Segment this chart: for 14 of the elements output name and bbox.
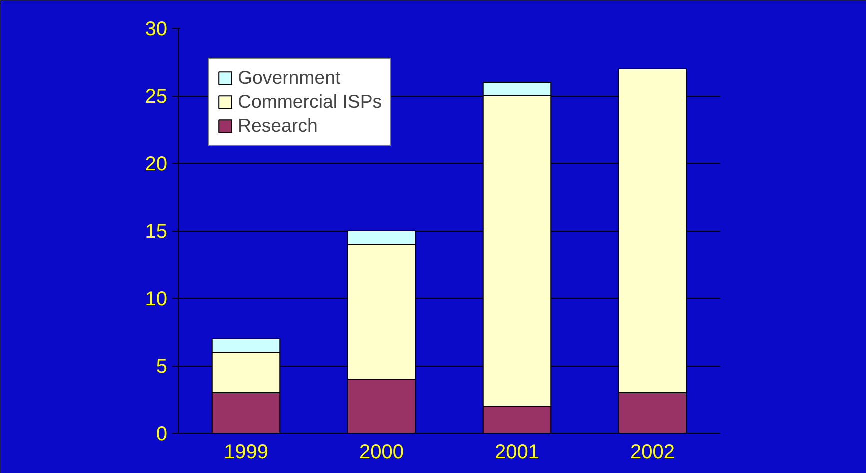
y-tick-label: 25 (145, 86, 168, 108)
legend-label: Government (238, 67, 341, 89)
y-tick-label: 10 (145, 288, 168, 310)
y-tick-label: 20 (145, 154, 168, 176)
x-tick-label: 1999 (224, 442, 269, 464)
legend-label: Research (238, 115, 318, 137)
y-tick-label: 0 (156, 424, 168, 446)
y-tick-label: 30 (145, 18, 168, 40)
legend-label: Commercial ISPs (238, 91, 382, 113)
y-tick-label: 15 (145, 221, 168, 243)
x-tick-label: 2002 (630, 442, 676, 464)
x-tick-label: 2000 (360, 442, 404, 464)
x-tick-label: 2001 (495, 442, 540, 464)
y-tick-label: 5 (156, 356, 168, 378)
